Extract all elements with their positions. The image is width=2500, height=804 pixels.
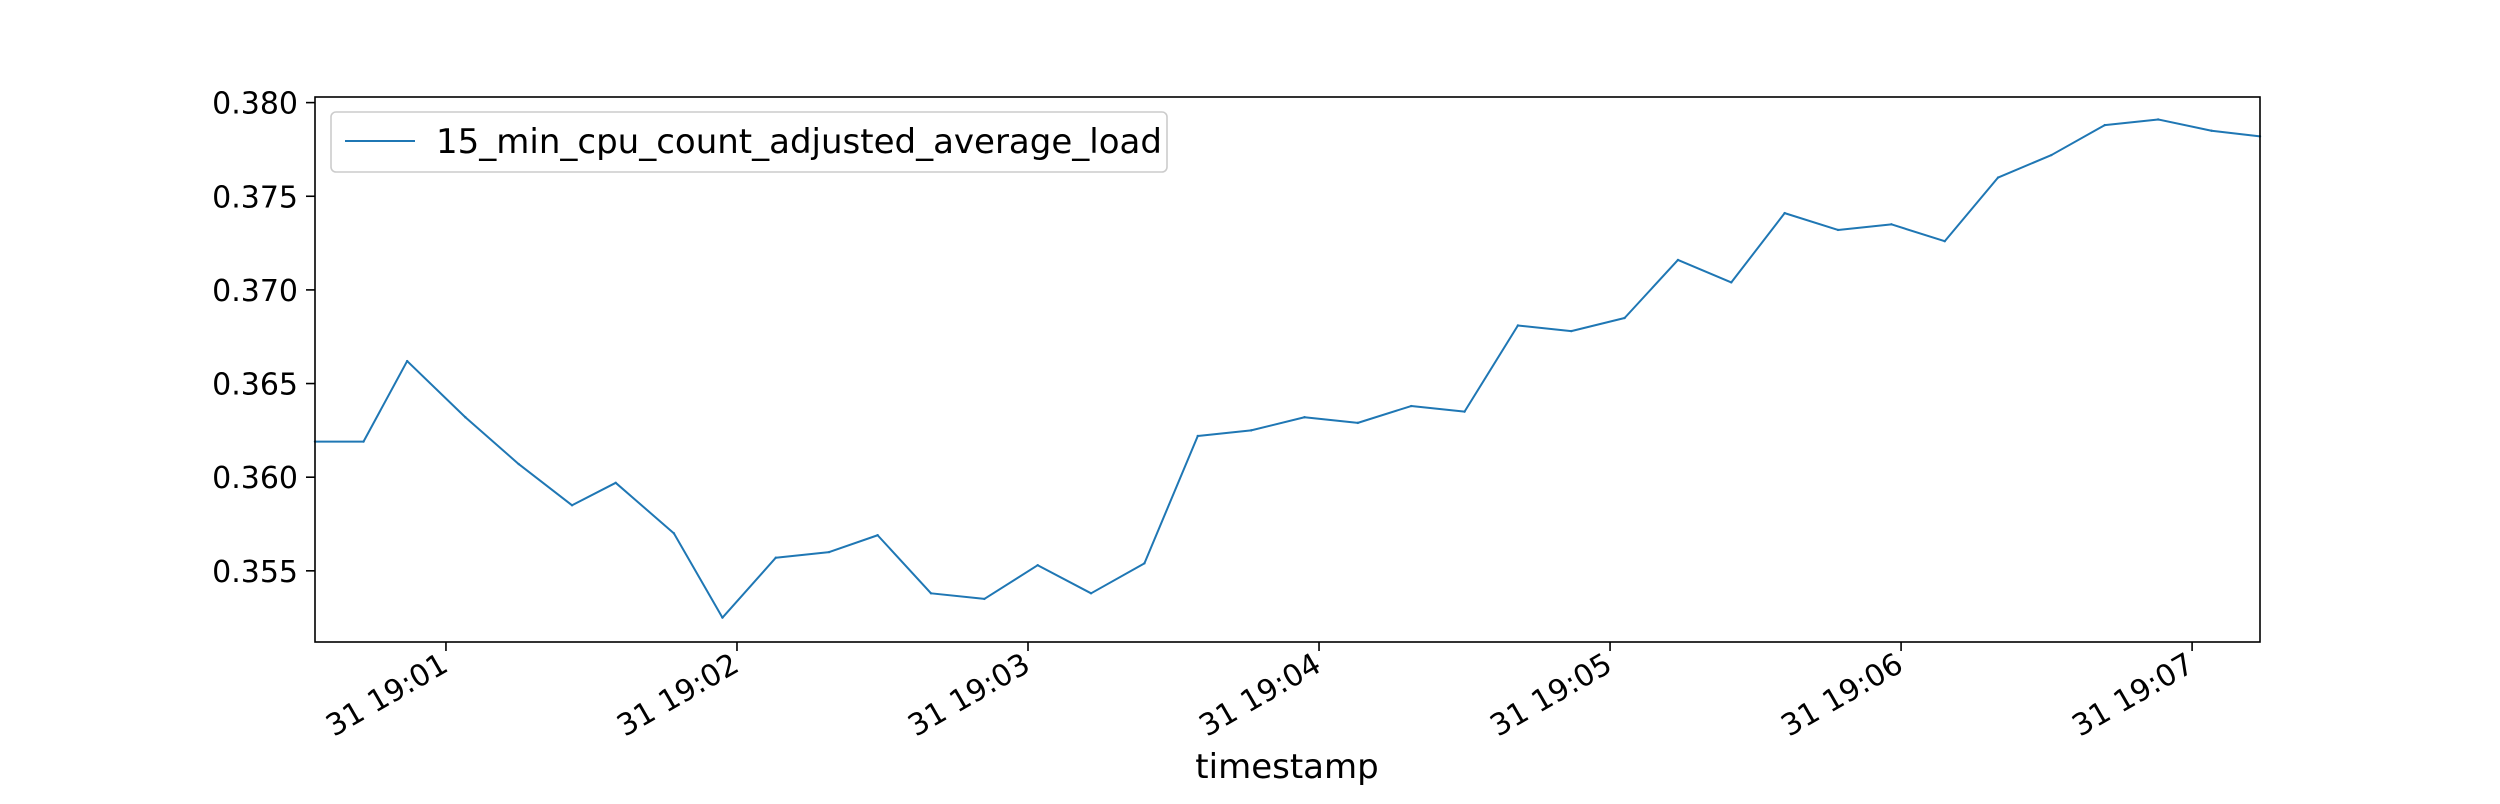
y-tick-label: 0.380 bbox=[212, 87, 298, 122]
legend-box bbox=[330, 111, 1168, 173]
data-point bbox=[1249, 429, 1253, 432]
data-point bbox=[1409, 404, 1413, 408]
y-tick-label: 0.370 bbox=[212, 274, 298, 309]
plot-frame bbox=[314, 96, 2261, 643]
y-tick-label: 0.355 bbox=[212, 555, 298, 590]
y-tick-label: 0.365 bbox=[212, 368, 298, 403]
data-point bbox=[1463, 410, 1466, 413]
data-point bbox=[983, 597, 986, 601]
data-point bbox=[1943, 240, 1946, 243]
x-axis-title: timestamp bbox=[1195, 747, 1378, 787]
y-tick-label: 0.360 bbox=[212, 461, 298, 496]
data-point bbox=[614, 481, 617, 485]
data-point bbox=[464, 416, 467, 419]
data-point bbox=[1836, 228, 1840, 232]
data-point bbox=[1623, 316, 1626, 320]
plot-layer bbox=[313, 118, 2262, 619]
data-point bbox=[827, 550, 831, 554]
data-point bbox=[1356, 421, 1360, 425]
data-point bbox=[1996, 176, 2000, 179]
data-point bbox=[1730, 281, 1733, 284]
data-point bbox=[721, 616, 724, 619]
data-point bbox=[774, 556, 777, 559]
data-point bbox=[1570, 329, 1573, 333]
series-line bbox=[315, 118, 2261, 619]
data-point bbox=[1303, 416, 1306, 419]
x-tick-label: 31 19:01 bbox=[320, 647, 454, 744]
data-point bbox=[1890, 223, 1893, 226]
x-tick-label: 31 19:06 bbox=[1775, 647, 1909, 744]
legend: 15_min_cpu_count_adjusted_average_load bbox=[330, 111, 1168, 173]
data-point bbox=[570, 504, 574, 507]
data-point bbox=[1036, 564, 1039, 567]
y-tick-label: 0.375 bbox=[212, 180, 298, 215]
x-tick-label: 31 19:07 bbox=[2066, 647, 2200, 744]
data-point bbox=[1516, 324, 1520, 327]
data-point bbox=[362, 440, 365, 443]
x-tick-label: 31 19:02 bbox=[611, 647, 745, 744]
data-point bbox=[672, 532, 676, 535]
data-point bbox=[517, 462, 520, 466]
data-point bbox=[1196, 434, 1199, 438]
legend-label: 15_min_cpu_count_adjusted_average_load bbox=[436, 122, 1162, 162]
data-point bbox=[1089, 592, 1093, 595]
x-tick-label: 31 19:03 bbox=[902, 647, 1036, 744]
data-point bbox=[405, 359, 409, 363]
data-point bbox=[2050, 153, 2053, 157]
data-point bbox=[1143, 562, 1146, 565]
x-tick-label: 31 19:04 bbox=[1193, 647, 1327, 744]
data-point bbox=[1783, 211, 1786, 215]
data-point bbox=[1676, 258, 1680, 262]
data-point bbox=[2156, 118, 2160, 121]
data-point bbox=[929, 592, 933, 595]
data-point bbox=[2103, 123, 2106, 127]
data-point bbox=[2210, 129, 2213, 132]
x-axis: 31 19:01 31 19:02 31 19:03 31 19:04 31 19:05… bbox=[320, 642, 2200, 744]
x-tick-label: 31 19:05 bbox=[1484, 647, 1618, 744]
y-axis: 0.355 0.360 0.365 0.370 0.375 0.380 bbox=[212, 87, 315, 590]
data-point bbox=[876, 534, 879, 537]
